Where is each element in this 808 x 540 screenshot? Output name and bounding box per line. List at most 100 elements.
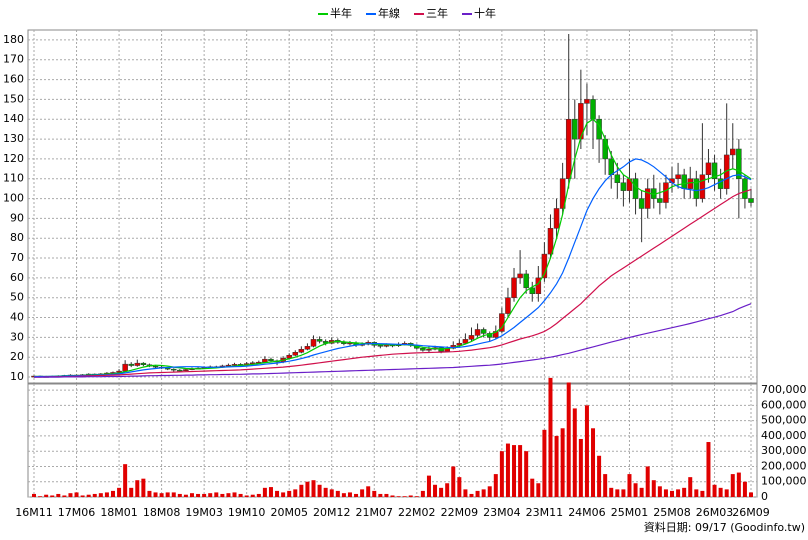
volume-bar — [56, 493, 61, 497]
candle-body — [292, 352, 299, 356]
candle-body — [486, 333, 493, 338]
x-tick-label: 22M09 — [441, 506, 479, 519]
x-tick-label: 18M01 — [100, 506, 138, 519]
volume-panel — [27, 383, 758, 498]
volume-bar — [244, 495, 249, 497]
y-tick-label: 80 — [10, 231, 24, 244]
volume-bar — [487, 486, 492, 497]
y-tick-label: 100 — [3, 192, 24, 205]
candle-body — [262, 358, 268, 363]
volume-bar — [657, 486, 662, 497]
candle-body — [171, 368, 177, 371]
volume-bar — [366, 486, 371, 497]
volume-bar — [512, 445, 517, 497]
candle-body — [675, 174, 681, 179]
volume-bar — [518, 445, 523, 497]
volume-bar — [250, 494, 255, 497]
volume-bar — [396, 496, 401, 497]
volume-bar — [524, 451, 529, 497]
y2-tick-label: 200,000 — [761, 459, 807, 472]
candle-body — [693, 178, 700, 199]
candle-body — [657, 198, 663, 203]
volume-bar — [584, 405, 589, 497]
candle-body — [748, 198, 754, 203]
volume-bar — [457, 477, 462, 497]
volume-bar — [439, 487, 444, 497]
candle-body — [608, 158, 614, 176]
y-tick-label: 60 — [10, 271, 24, 284]
y-tick-label: 120 — [3, 152, 24, 165]
volume-bar — [177, 493, 182, 497]
volume-bar — [329, 489, 334, 497]
volume-bar — [98, 493, 103, 497]
volume-bar — [469, 493, 474, 497]
volume-bar — [749, 492, 753, 497]
volume-bar — [123, 464, 128, 497]
volume-bar — [360, 489, 365, 497]
volume-bar — [165, 492, 170, 497]
volume-bar — [341, 493, 346, 497]
candle-body — [377, 345, 384, 347]
legend-label: 三年 — [426, 6, 448, 20]
candle-body — [572, 118, 578, 140]
candle-body — [183, 369, 189, 371]
volume-bar — [718, 487, 723, 497]
volume-bar — [256, 493, 261, 497]
y-tick-label: 110 — [3, 172, 24, 185]
volume-bar — [499, 451, 504, 497]
y-tick-label: 50 — [10, 291, 24, 304]
candle-body — [535, 277, 542, 295]
volume-bar — [615, 489, 620, 497]
candle-body — [493, 331, 499, 338]
volume-bar — [384, 493, 389, 497]
x-tick-label: 19M03 — [185, 506, 223, 519]
volume-bar — [609, 487, 614, 497]
volume-bar — [62, 495, 67, 497]
volume-bar — [281, 492, 286, 497]
y2-tick-label: 0 — [761, 490, 768, 503]
candle-body — [134, 362, 141, 366]
candle-body — [620, 182, 627, 191]
candle-body — [420, 348, 426, 351]
y2-tick-label: 600,000 — [761, 398, 807, 411]
volume-bar — [293, 489, 298, 497]
volume-bar — [196, 493, 201, 497]
volume-bar — [147, 490, 152, 497]
x-tick-label: 19M10 — [228, 506, 266, 519]
x-tick-label: 20M12 — [313, 506, 351, 519]
candle-body — [529, 287, 536, 295]
volume-bar — [408, 495, 413, 497]
candle-body — [565, 118, 572, 179]
volume-bar — [220, 493, 225, 497]
volume-bar — [232, 492, 237, 497]
volume-bar — [414, 496, 419, 497]
y2-tick-label: 100,000 — [761, 475, 807, 488]
footer: 資料日期: 09/17 (Goodinfo.tw) — [644, 520, 805, 534]
volume-bar — [372, 490, 377, 497]
volume-bar — [426, 475, 431, 497]
volume-bar — [530, 478, 535, 497]
volume-bar — [633, 483, 638, 497]
volume-bar — [275, 490, 280, 497]
y-tick-label: 40 — [10, 311, 24, 324]
y-tick-label: 30 — [10, 330, 24, 343]
volume-bar — [694, 489, 699, 497]
candle-body — [584, 99, 590, 104]
candle-body — [480, 329, 487, 334]
volume-bar — [554, 435, 559, 497]
candle-body — [614, 174, 621, 183]
candle-body — [177, 369, 183, 372]
candle-body — [517, 273, 523, 279]
volume-bar — [189, 493, 194, 497]
volume-bar — [354, 493, 359, 497]
x-tick-label: 23M04 — [483, 506, 521, 519]
candle-body — [717, 178, 724, 189]
volume-bar — [110, 490, 115, 497]
x-tick-label: 22M02 — [398, 506, 436, 519]
volume-bar — [536, 483, 541, 497]
volume-bar — [311, 480, 316, 497]
y2-tick-label: 400,000 — [761, 429, 807, 442]
volume-bar — [202, 493, 207, 497]
candle-body — [456, 343, 463, 346]
